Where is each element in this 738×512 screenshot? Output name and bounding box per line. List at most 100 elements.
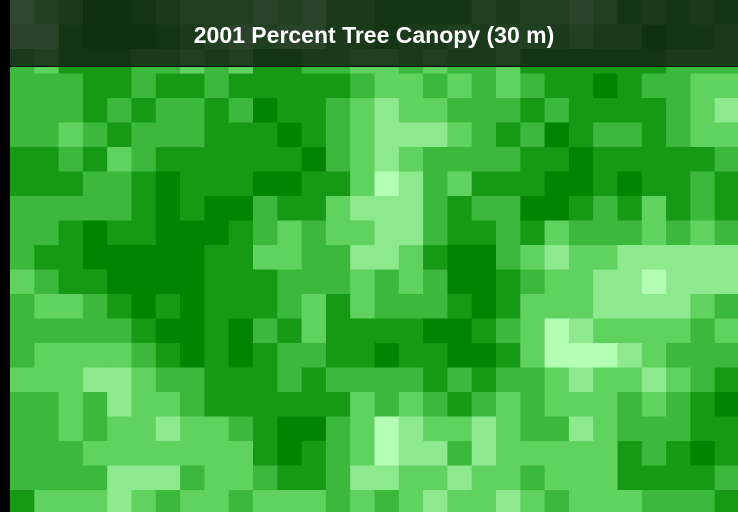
canopy-cell bbox=[399, 147, 424, 172]
canopy-cell bbox=[59, 172, 84, 197]
canopy-cell bbox=[253, 123, 278, 148]
canopy-cell bbox=[229, 196, 254, 221]
canopy-cell bbox=[423, 417, 448, 442]
canopy-cell bbox=[545, 147, 570, 172]
canopy-cell bbox=[545, 343, 570, 368]
canopy-cell bbox=[132, 368, 157, 393]
canopy-cell bbox=[520, 490, 545, 512]
canopy-cell bbox=[447, 343, 472, 368]
canopy-cell bbox=[618, 392, 643, 417]
canopy-cell bbox=[618, 368, 643, 393]
canopy-cell bbox=[545, 123, 570, 148]
canopy-cell bbox=[520, 74, 545, 99]
canopy-cell bbox=[618, 98, 643, 123]
canopy-cell bbox=[277, 270, 302, 295]
canopy-cell bbox=[253, 147, 278, 172]
canopy-cell bbox=[666, 74, 691, 99]
canopy-cell bbox=[545, 245, 570, 270]
canopy-cell bbox=[302, 147, 327, 172]
canopy-cell bbox=[642, 417, 667, 442]
canopy-cell bbox=[593, 98, 618, 123]
canopy-cell bbox=[180, 417, 205, 442]
canopy-cell bbox=[350, 74, 375, 99]
canopy-cell bbox=[447, 441, 472, 466]
canopy-cell bbox=[447, 98, 472, 123]
canopy-cell bbox=[350, 221, 375, 246]
canopy-cell bbox=[545, 196, 570, 221]
canopy-cell bbox=[618, 441, 643, 466]
canopy-cell bbox=[472, 270, 497, 295]
canopy-cell bbox=[34, 147, 59, 172]
canopy-cell bbox=[326, 221, 351, 246]
canopy-cell bbox=[180, 343, 205, 368]
canopy-cell bbox=[472, 74, 497, 99]
canopy-cell bbox=[83, 98, 108, 123]
canopy-cell bbox=[569, 98, 594, 123]
canopy-cell bbox=[180, 123, 205, 148]
canopy-cell bbox=[593, 147, 618, 172]
canopy-cell bbox=[10, 417, 35, 442]
canopy-cell bbox=[447, 147, 472, 172]
map-title: 2001 Percent Tree Canopy (30 m) bbox=[194, 22, 555, 49]
canopy-cell bbox=[156, 74, 181, 99]
canopy-cell bbox=[229, 245, 254, 270]
canopy-cell bbox=[277, 392, 302, 417]
canopy-cell bbox=[204, 441, 229, 466]
canopy-cell bbox=[132, 245, 157, 270]
canopy-cell bbox=[204, 147, 229, 172]
canopy-cell bbox=[34, 172, 59, 197]
canopy-cell bbox=[277, 368, 302, 393]
canopy-cell bbox=[59, 343, 84, 368]
canopy-cell bbox=[690, 368, 715, 393]
canopy-cell bbox=[399, 245, 424, 270]
canopy-cell bbox=[423, 294, 448, 319]
canopy-cell bbox=[350, 147, 375, 172]
canopy-cell bbox=[690, 417, 715, 442]
canopy-cell bbox=[302, 294, 327, 319]
canopy-cell bbox=[302, 490, 327, 512]
canopy-cell bbox=[302, 196, 327, 221]
canopy-cell bbox=[375, 368, 400, 393]
canopy-cell bbox=[496, 123, 521, 148]
canopy-cell bbox=[690, 74, 715, 99]
canopy-cell bbox=[107, 221, 132, 246]
canopy-cell bbox=[350, 270, 375, 295]
canopy-cell bbox=[59, 417, 84, 442]
canopy-cell bbox=[132, 172, 157, 197]
canopy-cell bbox=[83, 294, 108, 319]
canopy-cell bbox=[156, 245, 181, 270]
canopy-cell bbox=[375, 123, 400, 148]
canopy-cell bbox=[666, 441, 691, 466]
canopy-cell bbox=[496, 490, 521, 512]
canopy-cell bbox=[399, 368, 424, 393]
canopy-cell bbox=[618, 172, 643, 197]
canopy-cell bbox=[715, 368, 738, 393]
canopy-cell bbox=[34, 196, 59, 221]
canopy-cell bbox=[326, 196, 351, 221]
canopy-cell bbox=[375, 392, 400, 417]
canopy-cell bbox=[204, 245, 229, 270]
canopy-cell bbox=[618, 245, 643, 270]
canopy-cell bbox=[666, 172, 691, 197]
canopy-cell bbox=[253, 441, 278, 466]
canopy-cell bbox=[618, 490, 643, 512]
canopy-cell bbox=[180, 196, 205, 221]
canopy-cell bbox=[156, 392, 181, 417]
canopy-cell bbox=[326, 245, 351, 270]
canopy-cell bbox=[132, 270, 157, 295]
canopy-cell bbox=[180, 147, 205, 172]
canopy-cell bbox=[666, 221, 691, 246]
canopy-cell bbox=[569, 123, 594, 148]
canopy-cell bbox=[132, 392, 157, 417]
canopy-cell bbox=[107, 392, 132, 417]
canopy-cell bbox=[642, 123, 667, 148]
canopy-cell bbox=[229, 270, 254, 295]
canopy-cell bbox=[156, 343, 181, 368]
canopy-cell bbox=[107, 196, 132, 221]
canopy-cell bbox=[59, 441, 84, 466]
canopy-cell bbox=[204, 270, 229, 295]
canopy-cell bbox=[132, 196, 157, 221]
canopy-cell bbox=[642, 196, 667, 221]
canopy-cell bbox=[666, 490, 691, 512]
canopy-cell bbox=[350, 172, 375, 197]
